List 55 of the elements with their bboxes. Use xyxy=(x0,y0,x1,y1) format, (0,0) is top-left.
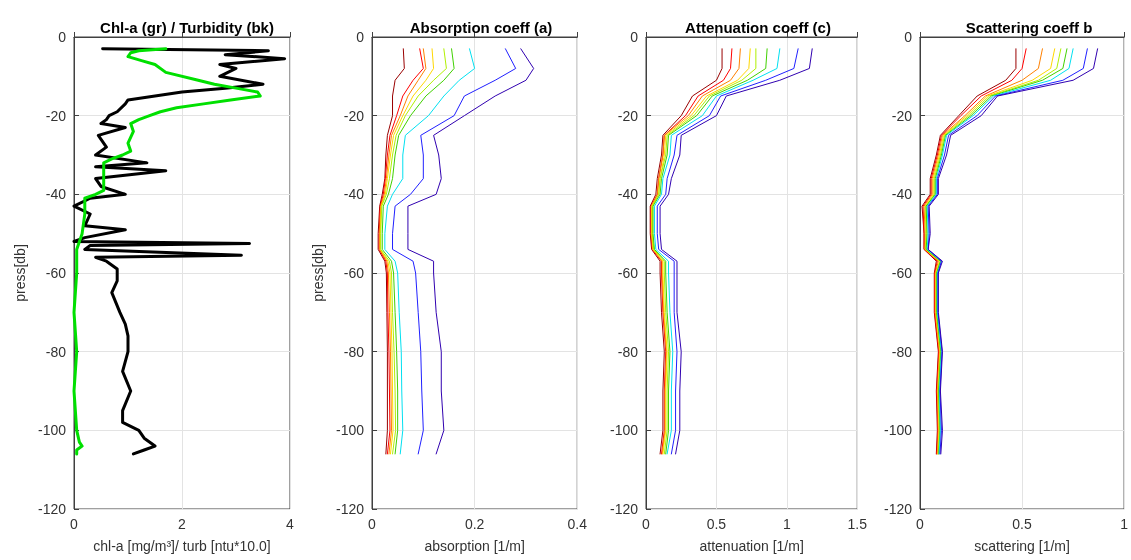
x-tick-label: 1 xyxy=(1120,516,1129,532)
x-tick-label: 1.5 xyxy=(847,516,868,532)
y-tick-label: -120 xyxy=(37,501,67,517)
x-tick-label: 0 xyxy=(642,516,651,532)
y-axis-title: press[db] xyxy=(310,244,327,302)
y-tick-label: 0 xyxy=(630,29,639,45)
x-tick-label: 1 xyxy=(782,516,791,532)
x-axis-title: chl-a [mg/m³]/ turb [ntu*10.0] xyxy=(93,538,271,554)
y-tick-label: 0 xyxy=(904,29,913,45)
y-tick-label: -40 xyxy=(45,186,67,203)
line-series xyxy=(392,48,517,455)
x-axis-title: attenuation [1/m] xyxy=(699,538,804,554)
x-axis-title: absorption [1/m] xyxy=(424,538,525,554)
y-tick-label: 0 xyxy=(356,29,365,45)
y-tick-label: -40 xyxy=(617,186,639,203)
y-tick-label: -40 xyxy=(343,186,365,203)
y-tick-label: -100 xyxy=(335,422,365,439)
x-axis-title: scattering [1/m] xyxy=(974,538,1070,554)
y-tick-label: -100 xyxy=(37,422,67,439)
y-tick-label: -20 xyxy=(343,107,365,124)
y-tick-label: -40 xyxy=(891,186,913,203)
x-tick-label: 0.2 xyxy=(464,516,485,532)
y-tick-label: 0 xyxy=(58,29,67,45)
y-axis-title: press[db] xyxy=(12,244,29,302)
y-tick-label: -120 xyxy=(609,501,639,517)
y-tick-label: -60 xyxy=(45,265,67,281)
y-tick-label: -80 xyxy=(617,343,639,360)
y-tick-label: -60 xyxy=(617,265,639,281)
x-tick-label: 4 xyxy=(286,516,295,532)
y-tick-label: -20 xyxy=(617,107,639,124)
x-tick-label: 2 xyxy=(178,516,187,532)
line-series xyxy=(384,48,476,455)
x-tick-label: 0.4 xyxy=(567,516,588,532)
x-tick-label: 0 xyxy=(916,516,925,532)
line-series xyxy=(377,48,405,455)
y-tick-label: -120 xyxy=(883,501,913,517)
y-tick-label: -80 xyxy=(45,343,67,360)
line-series xyxy=(407,48,535,455)
y-tick-label: -100 xyxy=(883,422,913,439)
chart-title: Chl-a (gr) / Turbidity (bk) xyxy=(100,19,274,36)
y-tick-label: -100 xyxy=(609,422,639,439)
x-tick-label: 0 xyxy=(368,516,377,532)
y-tick-label: -20 xyxy=(891,107,913,124)
x-tick-label: 0.5 xyxy=(706,516,727,532)
y-tick-label: -80 xyxy=(891,343,913,360)
x-tick-label: 0 xyxy=(70,516,79,532)
y-tick-label: -60 xyxy=(343,265,365,281)
x-tick-label: 0.5 xyxy=(1012,516,1032,532)
chart-title: Scattering coeff b xyxy=(965,19,1093,36)
y-tick-label: -80 xyxy=(343,343,365,360)
chart-title: Attenuation coeff (c) xyxy=(685,19,831,36)
y-tick-label: -120 xyxy=(335,501,365,517)
chart-title: Absorption coeff (a) xyxy=(409,19,553,36)
y-tick-label: -60 xyxy=(891,265,913,281)
y-tick-label: -20 xyxy=(45,107,67,124)
